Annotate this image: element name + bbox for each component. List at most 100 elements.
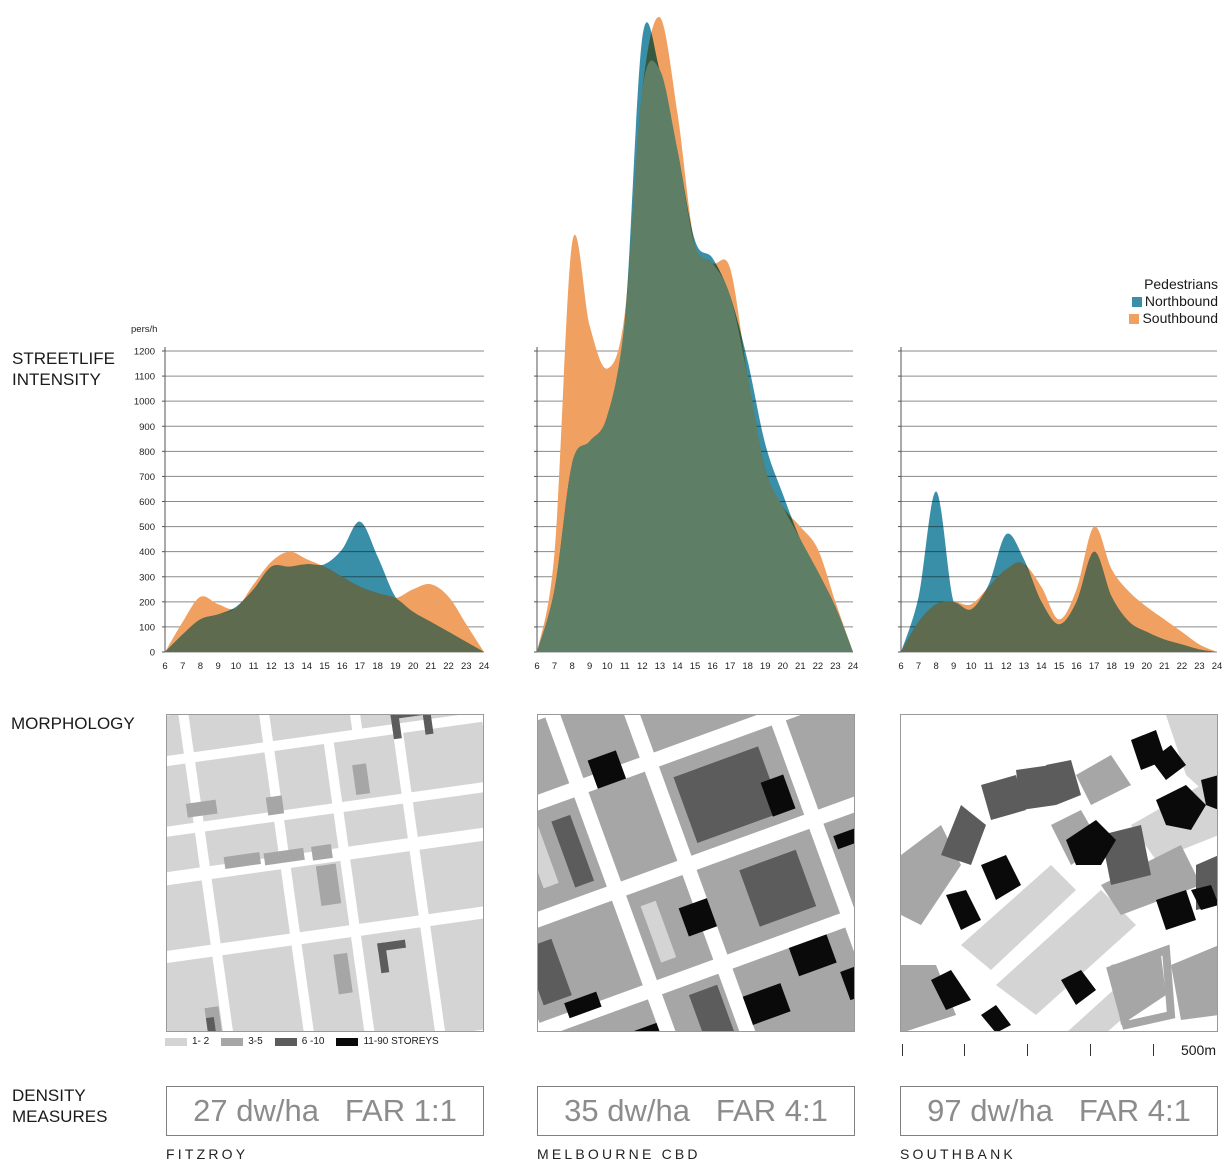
x-tick-label: 24 [1212,661,1223,672]
x-tick-label: 14 [1036,661,1047,672]
x-tick-label: 23 [461,661,472,672]
x-tick-label: 24 [479,661,490,672]
x-tick-label: 20 [777,661,788,672]
x-tick-label: 10 [231,661,242,672]
x-tick-label: 19 [1124,661,1135,672]
x-tick-label: 18 [372,661,383,672]
storey-item-1-2: 1- 2 [165,1036,209,1047]
x-tick-label: 17 [725,661,736,672]
x-tick-label: 7 [552,661,557,672]
x-tick-label: 20 [408,661,419,672]
x-tick-label: 11 [620,661,630,672]
pedestrians-legend: Pedestrians Northbound Southbound [1129,276,1218,327]
storey-swatch-11-90 [336,1037,359,1046]
y-tick-label: 500 [139,522,155,533]
x-tick-label: 15 [690,661,701,672]
x-tick-label: 11 [984,661,994,672]
x-tick-label: 13 [655,661,666,672]
legend-title: Pedestrians [1144,276,1218,292]
x-tick-label: 23 [830,661,841,672]
x-tick-label: 7 [180,661,185,672]
y-tick-label: 100 [139,622,155,633]
x-tick-label: 7 [916,661,921,672]
northbound-swatch [1131,296,1142,307]
y-tick-label: 1100 [135,372,155,383]
x-tick-label: 13 [284,661,295,672]
scale-label: 500m [1180,1042,1216,1058]
place-name-southbank: SOUTHBANK [900,1146,1016,1162]
x-tick-label: 14 [301,661,312,672]
area-overlap [901,551,1217,652]
x-tick-label: 11 [249,661,259,672]
x-tick-label: 19 [760,661,771,672]
cbd-density-box: 35 dw/ha FAR 4:1 [537,1086,855,1136]
y-tick-label: 300 [139,572,155,583]
y-tick-label: 400 [139,547,155,558]
streetlife-label-line1: STREETLIFE [12,349,115,368]
streetlife-label-line2: INTENSITY [12,370,101,389]
x-tick-label: 9 [216,661,221,672]
density-label-line1: DENSITY [12,1086,86,1105]
x-tick-label: 8 [569,661,574,672]
x-tick-label: 18 [1106,661,1117,672]
storey-item-6-10: 6 -10 [274,1036,325,1047]
x-tick-label: 16 [337,661,348,672]
x-tick-label: 9 [951,661,956,672]
storey-swatch-3-5 [221,1037,244,1046]
x-tick-label: 14 [672,661,683,672]
x-tick-label: 22 [813,661,824,672]
scale-bar: 500m [900,1041,1220,1061]
x-tick-label: 18 [742,661,753,672]
morphology-label: MORPHOLOGY [11,714,135,733]
density-label-line2: MEASURES [12,1107,108,1126]
storey-swatch-6-10 [274,1037,297,1046]
legend-item-southbound: Southbound [1129,310,1218,327]
x-tick-label: 16 [707,661,718,672]
storey-label-3-5: 3-5 [248,1036,263,1047]
y-tick-label: 200 [139,597,155,608]
x-tick-label: 22 [443,661,454,672]
fitzroy-density-box: 27 dw/ha FAR 1:1 [166,1086,484,1136]
storey-label-6-10: 6 -10 [301,1036,325,1047]
x-tick-label: 8 [933,661,938,672]
place-name-melbourne-cbd: MELBOURNE CBD [537,1146,701,1162]
x-tick-label: 10 [602,661,613,672]
x-tick-label: 17 [355,661,366,672]
y-tick-label: 0 [150,648,155,659]
x-tick-label: 10 [966,661,977,672]
southbank-density-box: 97 dw/ha FAR 4:1 [900,1086,1218,1136]
southbank-morphology-map [900,714,1218,1032]
y-tick-label: 900 [139,422,155,433]
x-tick-label: 12 [1001,661,1012,672]
y-tick-label: 1000 [134,397,155,408]
scale-tick [964,1044,965,1056]
scale-tick [1027,1044,1028,1056]
storey-item-3-5: 3-5 [221,1036,263,1047]
y-axis-label: pers/h [131,324,157,335]
y-tick-label: 1200 [134,347,155,358]
legend-label-northbound: Northbound [1144,293,1218,309]
x-tick-label: 21 [1159,661,1170,672]
y-tick-label: 700 [139,472,155,483]
scale-tick [1153,1044,1154,1056]
scale-tick [902,1044,903,1056]
x-tick-label: 12 [266,661,277,672]
y-tick-label: 800 [139,447,155,458]
scale-tick [1090,1044,1091,1056]
area-overlap [537,60,853,653]
x-tick-label: 15 [319,661,330,672]
x-tick-label: 6 [162,661,167,672]
southbound-swatch [1129,313,1140,324]
streetlife-charts: 6 7 8 9 10 11 12 13 14 15 16 17 18 19 20 21 22 23 24 0 100 20… [131,17,1223,672]
x-tick-label: 21 [426,661,437,672]
x-tick-label: 8 [198,661,203,672]
x-tick-label: 21 [795,661,806,672]
density-measures-label: DENSITY MEASURES [12,1085,107,1127]
streetlife-intensity-label: STREETLIFE INTENSITY [12,348,115,390]
x-tick-label: 13 [1019,661,1030,672]
melbourne-cbd-morphology-map [537,714,855,1032]
area-overlap [165,564,484,652]
storey-label-1-2: 1- 2 [192,1036,210,1047]
x-tick-label: 16 [1071,661,1082,672]
x-tick-label: 20 [1141,661,1152,672]
